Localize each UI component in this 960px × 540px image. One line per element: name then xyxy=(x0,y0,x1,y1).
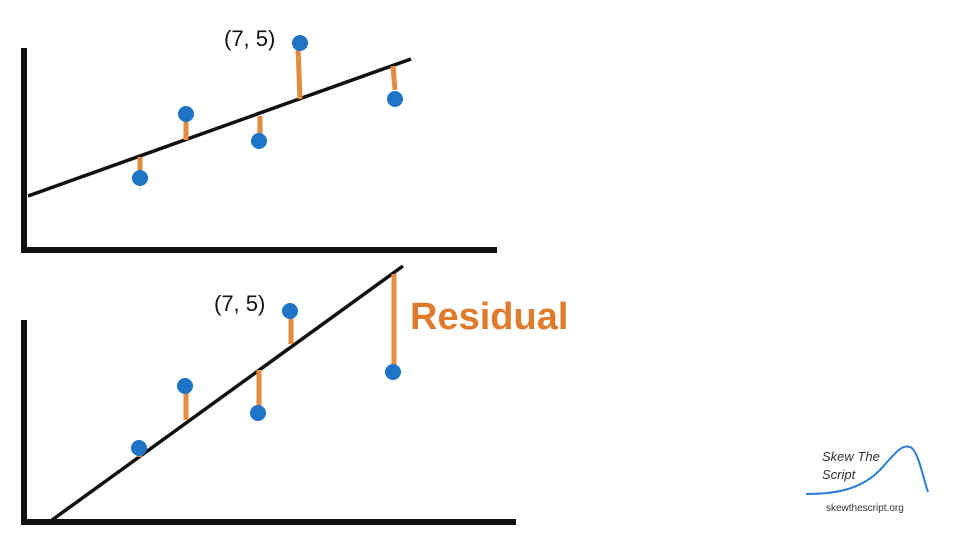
top-data-point xyxy=(387,91,403,107)
top-data-point-7-5 xyxy=(292,35,308,51)
top-residual-4 xyxy=(295,47,303,100)
top-data-point xyxy=(178,106,194,122)
bottom-point-label: (7, 5) xyxy=(214,291,266,316)
bottom-data-point xyxy=(250,405,266,421)
bottom-plot xyxy=(21,264,516,525)
bottom-data-point xyxy=(385,364,401,380)
top-point-label: (7, 5) xyxy=(224,26,276,51)
bottom-data-point xyxy=(131,440,147,456)
logo-line-1: Skew The xyxy=(822,449,880,464)
logo-url: skewthescript.org xyxy=(826,503,904,514)
bottom-data-point xyxy=(177,378,193,394)
top-data-point xyxy=(132,170,148,186)
top-residual-5 xyxy=(390,65,398,91)
bottom-data-point-7-5 xyxy=(282,303,298,319)
top-regression-line xyxy=(27,57,412,198)
top-plot xyxy=(21,35,497,253)
top-data-point xyxy=(251,133,267,149)
logo-line-2: Script xyxy=(822,467,856,482)
bell-curve-icon xyxy=(805,445,929,495)
residual-label: Residual xyxy=(410,296,569,338)
bottom-regression-line xyxy=(50,264,405,522)
